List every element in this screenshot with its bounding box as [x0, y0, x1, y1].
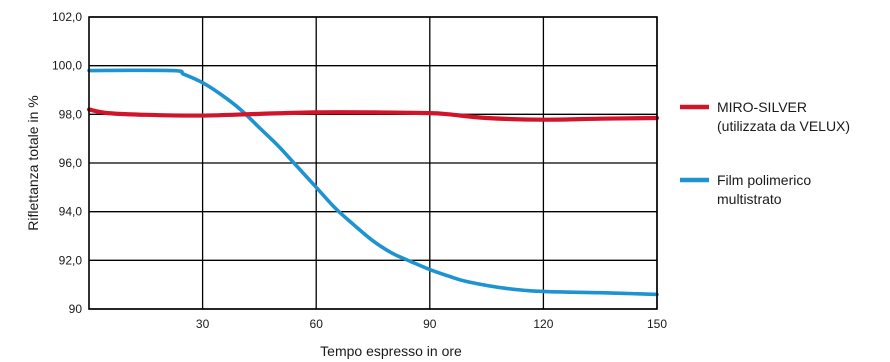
y-tick-label: 90: [69, 302, 83, 316]
y-axis-ticks: 90 92,0 94,0 96,0 98,0 100,0 102,0: [52, 10, 82, 316]
y-tick-label: 98,0: [59, 107, 83, 121]
series-layer: [86, 68, 660, 297]
x-tick-label: 150: [647, 317, 667, 331]
legend-label: MIRO-SILVER: [717, 99, 807, 115]
legend-label: Film polimerico: [717, 172, 811, 188]
x-axis-title: Tempo espresso in ore: [320, 343, 462, 359]
series-line-miro-silver: [86, 107, 660, 122]
y-tick-label: 100,0: [52, 59, 82, 73]
legend-item-miro-silver: MIRO-SILVER (utilizzata da VELUX): [680, 99, 850, 134]
y-tick-label: 102,0: [52, 10, 82, 24]
legend-label: multistrato: [717, 191, 782, 207]
x-tick-label: 60: [310, 317, 324, 331]
y-tick-label: 96,0: [59, 156, 83, 170]
y-tick-label: 92,0: [59, 253, 83, 267]
x-tick-label: 30: [196, 317, 210, 331]
x-tick-label: 120: [533, 317, 553, 331]
x-tick-label: 90: [423, 317, 437, 331]
legend-label: (utilizzata da VELUX): [717, 118, 850, 134]
y-axis-title: Riflettanza totale in %: [25, 95, 41, 230]
x-axis-ticks: 30 60 90 120 150: [196, 317, 667, 331]
series-line-film-polimerico: [87, 68, 659, 297]
y-tick-label: 94,0: [59, 205, 83, 219]
legend: MIRO-SILVER (utilizzata da VELUX) Film pol…: [680, 99, 850, 207]
plot-area: [86, 16, 660, 310]
legend-item-film-polimerico: Film polimerico multistrato: [680, 172, 811, 207]
plot-frame: [88, 16, 658, 310]
